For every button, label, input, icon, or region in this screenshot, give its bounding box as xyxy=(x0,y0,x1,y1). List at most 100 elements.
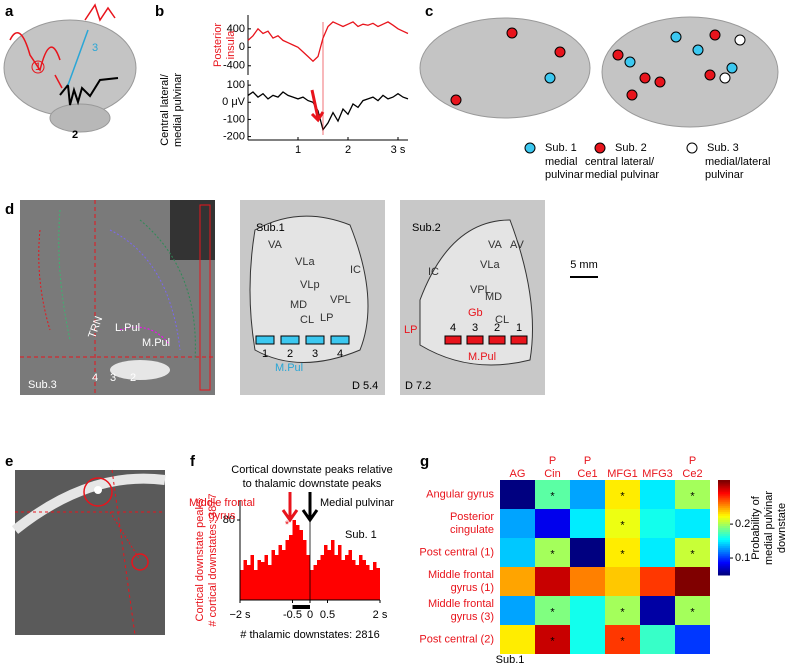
colorbar-step xyxy=(718,497,730,501)
bar xyxy=(299,530,303,600)
colorbar-step xyxy=(718,519,730,523)
row-label: gyrus (1) xyxy=(451,582,494,594)
colorbar-step xyxy=(718,551,730,554)
colorbar-step xyxy=(718,537,730,540)
column-label: Ce2 xyxy=(682,468,702,480)
colorbar-step xyxy=(718,531,730,534)
bar xyxy=(282,550,286,600)
heatmap-cell xyxy=(640,509,675,538)
colorbar-step xyxy=(718,503,730,507)
colorbar-step xyxy=(718,517,730,521)
bar xyxy=(243,560,247,600)
chart-title: Cortical downstate peaks relative xyxy=(231,464,392,476)
legend-entry: medial/lateral xyxy=(705,156,770,168)
panel-letter: b xyxy=(155,3,164,20)
significance-star: * xyxy=(690,548,695,560)
column-label: AG xyxy=(510,468,526,480)
bar xyxy=(271,550,275,600)
significance-star: * xyxy=(620,606,625,618)
heatmap-cell xyxy=(535,480,570,509)
column-label: P xyxy=(689,455,696,467)
heatmap-cell xyxy=(570,567,605,596)
panel-letter: e xyxy=(5,453,13,470)
colorbar-step xyxy=(718,487,730,491)
label: Sub.2 xyxy=(412,222,441,234)
colorbar-step xyxy=(718,483,730,487)
bar xyxy=(362,560,366,600)
line xyxy=(247,21,409,63)
label: 2 xyxy=(287,348,293,360)
atlas-label: VPL xyxy=(330,294,351,306)
panel-letter: c xyxy=(425,3,433,20)
bar xyxy=(306,555,310,600)
bar xyxy=(376,568,380,600)
atlas-label: VLa xyxy=(480,259,500,271)
legend-entry: pulvinar xyxy=(705,169,744,181)
y-tick-label: 100 xyxy=(227,79,245,91)
axis-label: # cortical downstates: 3877 xyxy=(207,493,219,626)
colorbar-step xyxy=(718,555,730,558)
colorbar-step xyxy=(718,527,730,530)
heatmap-cell xyxy=(500,509,535,538)
heatmap-cell xyxy=(675,625,710,654)
heatmap-cell xyxy=(500,538,535,567)
heatmap-cell xyxy=(640,567,675,596)
label: Gb xyxy=(468,307,483,319)
heatmap-cell xyxy=(605,596,640,625)
x-tick-label: −2 s xyxy=(229,609,251,621)
bar xyxy=(250,555,254,600)
colorbar-step xyxy=(718,495,730,499)
heatmap-cell xyxy=(570,596,605,625)
heatmap-cell xyxy=(570,509,605,538)
row-label: Middle frontal xyxy=(428,569,494,581)
atlas-label: VA xyxy=(268,239,283,251)
heatmap-cell xyxy=(500,567,535,596)
colorbar-step xyxy=(718,545,730,548)
label: M.Pul xyxy=(142,337,170,349)
subject-label: Sub.1 xyxy=(496,654,525,666)
heatmap-cell xyxy=(605,625,640,654)
bar xyxy=(355,565,359,600)
heatmap-cell xyxy=(535,596,570,625)
heatmap-cell xyxy=(570,480,605,509)
label: 2 xyxy=(494,322,500,334)
heatmap-cell xyxy=(605,538,640,567)
colorbar-label: medial pulvinar xyxy=(763,491,775,565)
significance-star: * xyxy=(550,606,555,618)
legend-entry: medial pulvinar xyxy=(585,169,659,181)
colorbar-step xyxy=(718,491,730,495)
atlas-label: VA xyxy=(488,239,503,251)
bar xyxy=(345,555,349,600)
heatmap-cell xyxy=(640,538,675,567)
colorbar-step xyxy=(718,569,730,572)
label: Sub.1 xyxy=(256,222,285,234)
bar xyxy=(303,540,307,600)
colorbar-step xyxy=(718,573,730,576)
significance-star: * xyxy=(620,635,625,647)
colorbar-step xyxy=(718,549,730,552)
heatmap-cell xyxy=(605,567,640,596)
label: 2 xyxy=(130,372,136,384)
legend-entry: Sub. 1 xyxy=(545,142,577,154)
label: M.Pul xyxy=(468,351,496,363)
legend-entry: central lateral/ xyxy=(585,156,655,168)
annotation: Sub. 1 xyxy=(345,529,377,541)
colorbar-step xyxy=(718,567,730,570)
atlas-label: VPL xyxy=(470,284,491,296)
heatmap-cell xyxy=(570,538,605,567)
panel-letter: f xyxy=(190,453,196,470)
bar xyxy=(261,562,265,600)
annotation: Middle frontal xyxy=(189,497,255,509)
colorbar-step xyxy=(718,499,730,503)
line xyxy=(247,91,409,132)
mri-d xyxy=(20,200,598,395)
bar xyxy=(320,555,324,600)
heatmap-cell xyxy=(675,596,710,625)
heatmap-cell xyxy=(640,596,675,625)
bar xyxy=(334,555,338,600)
atlas-label: CL xyxy=(495,314,509,326)
bar xyxy=(324,545,328,600)
label: D 5.4 xyxy=(352,380,378,392)
colorbar-label: Probability of xyxy=(750,495,762,560)
